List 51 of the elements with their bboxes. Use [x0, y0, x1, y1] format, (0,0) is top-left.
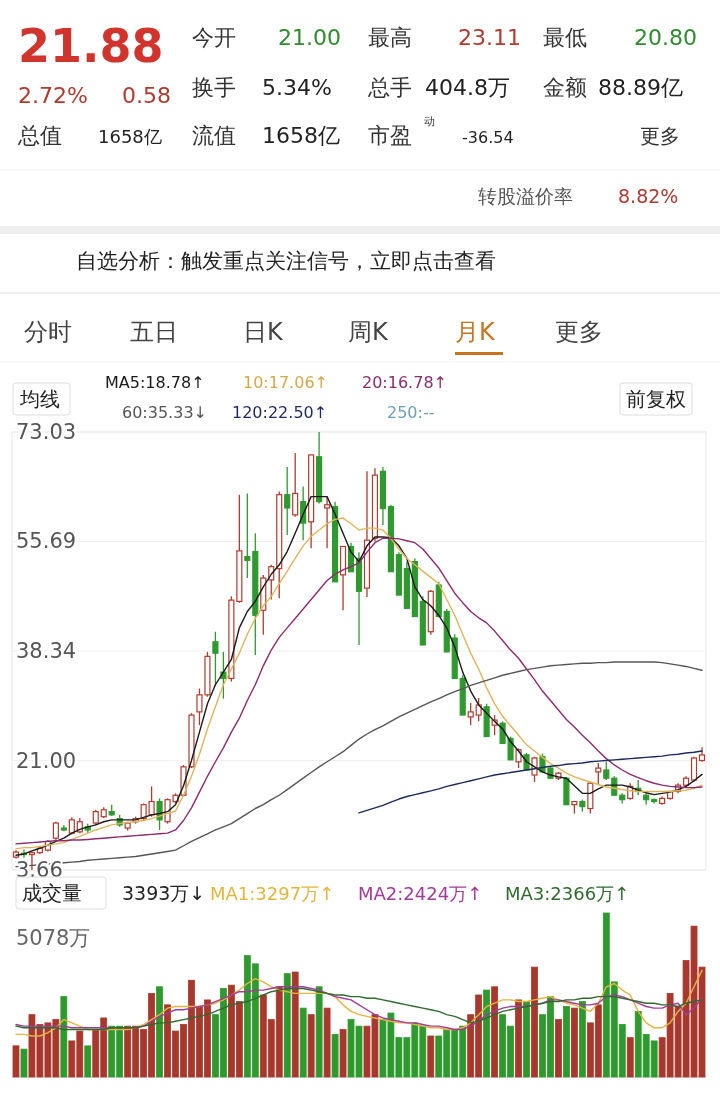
text: 今开: [192, 25, 236, 50]
text: 20:16.78↑: [362, 373, 447, 392]
text: MA3:2366万↑: [505, 883, 630, 904]
y-tick-label: 3.66: [16, 858, 63, 882]
text: 总手: [367, 75, 412, 100]
text: 最高: [368, 25, 412, 50]
text: MA1:3297万↑: [210, 883, 335, 904]
text: 2.72%: [18, 83, 88, 108]
text: 流值: [192, 123, 236, 148]
text: 0.58: [122, 83, 171, 108]
text: 20.80: [634, 25, 697, 50]
text: MA5:18.78↑: [105, 373, 205, 392]
text: 前复权: [626, 387, 686, 411]
text: 250:--: [387, 403, 435, 422]
text: 五日: [130, 318, 178, 346]
text: 404.8万: [425, 75, 510, 100]
text: 自选分析：触发重点关注信号，立即点击查看: [76, 249, 496, 273]
text: 总值: [17, 123, 62, 148]
y-tick-label: 73.03: [16, 420, 77, 444]
annotation: 5078万: [16, 926, 91, 950]
text: 1658亿: [98, 126, 162, 147]
text: 日K: [243, 318, 284, 346]
text: 分时: [24, 318, 72, 346]
text: 3393万↓: [122, 882, 206, 904]
text: 120:22.50↑: [232, 403, 328, 422]
text: 88.89亿: [598, 75, 683, 100]
text: 动: [424, 115, 435, 128]
text: 1658亿: [262, 123, 340, 148]
text: -36.54: [462, 128, 514, 147]
text: 5.34%: [262, 75, 332, 100]
text: 21.88: [18, 19, 164, 73]
text: 10:17.06↑: [243, 373, 328, 392]
text: 更多: [640, 124, 680, 148]
text: 转股溢价率: [478, 185, 573, 207]
text: 21.00: [278, 25, 341, 50]
y-tick-label: 38.34: [16, 639, 77, 664]
text: 市盈: [368, 123, 412, 148]
text: 更多: [555, 318, 603, 346]
text: 金额: [543, 75, 587, 100]
text: 周K: [348, 318, 389, 346]
text: 月K: [455, 318, 496, 346]
y-tick-label: 21.00: [16, 748, 77, 773]
text: 8.82%: [618, 185, 679, 207]
text: MA2:2424万↑: [358, 883, 483, 904]
text: 最低: [543, 25, 587, 50]
text: 60:35.33↓: [122, 403, 207, 422]
y-tick-label: 55.69: [16, 529, 77, 554]
text: 23.11: [458, 25, 521, 50]
text: 均线: [19, 387, 60, 411]
chart-title: 成交量: [22, 881, 82, 905]
text: 换手: [192, 75, 236, 100]
